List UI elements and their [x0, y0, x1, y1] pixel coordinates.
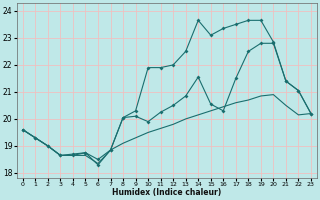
X-axis label: Humidex (Indice chaleur): Humidex (Indice chaleur) — [112, 188, 221, 197]
